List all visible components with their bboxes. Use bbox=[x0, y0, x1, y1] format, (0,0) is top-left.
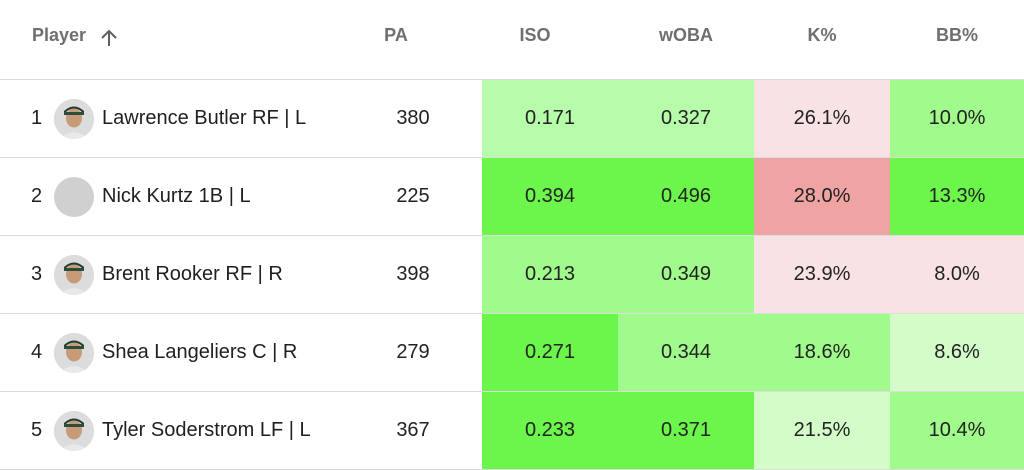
player-cell[interactable]: 2 Nick Kurtz 1B | L bbox=[0, 158, 360, 235]
woba-cell: 0.327 bbox=[618, 80, 754, 157]
bb-pct-cell: 8.6% bbox=[890, 314, 1024, 391]
avatar bbox=[54, 254, 94, 295]
column-header-label: ISO bbox=[519, 24, 551, 45]
column-header-player[interactable]: Player bbox=[32, 0, 120, 70]
player-name[interactable]: Tyler Soderstrom LF | L bbox=[102, 419, 311, 441]
player-name[interactable]: Lawrence Butler RF | L bbox=[102, 107, 307, 129]
avatar bbox=[54, 98, 94, 139]
bb-pct-cell: 10.0% bbox=[890, 80, 1024, 157]
iso-cell: 0.213 bbox=[482, 236, 618, 313]
iso-cell: 0.394 bbox=[482, 158, 618, 235]
player-cell[interactable]: 1 Lawrence Butler RF | L bbox=[0, 80, 360, 157]
column-header-label: Player bbox=[32, 24, 87, 45]
avatar bbox=[54, 332, 94, 373]
iso-cell: 0.171 bbox=[482, 80, 618, 157]
k-pct-cell: 23.9% bbox=[754, 236, 890, 313]
bb-pct-cell: 8.0% bbox=[890, 236, 1024, 313]
player-name[interactable]: Brent Rooker RF | R bbox=[102, 263, 283, 285]
player-name[interactable]: Shea Langeliers C | R bbox=[102, 341, 298, 363]
column-header-woba[interactable]: wOBA bbox=[618, 0, 754, 70]
table-row[interactable]: 2 Nick Kurtz 1B | L 225 0.394 0.496 28.0% 13.3… bbox=[0, 158, 1024, 236]
table-row[interactable]: 5 Tyler Soderstrom LF | L 367 0.233 0.371 21.… bbox=[0, 392, 1024, 470]
bb-pct-cell: 10.4% bbox=[890, 392, 1024, 469]
iso-cell: 0.233 bbox=[482, 392, 618, 469]
rank-number: 3 bbox=[31, 263, 43, 285]
table-row[interactable]: 4 Shea Langeliers C | R 279 0.271 0.344 18.6%… bbox=[0, 314, 1024, 392]
player-cell[interactable]: 3 Brent Rooker RF | R bbox=[0, 236, 360, 313]
woba-cell: 0.349 bbox=[618, 236, 754, 313]
pa-cell: 279 bbox=[396, 341, 430, 363]
woba-cell: 0.496 bbox=[618, 158, 754, 235]
pa-cell: 398 bbox=[396, 263, 430, 285]
player-cell[interactable]: 4 Shea Langeliers C | R bbox=[0, 314, 360, 391]
woba-cell: 0.344 bbox=[618, 314, 754, 391]
column-header-label: BB% bbox=[935, 24, 978, 45]
column-header-iso[interactable]: ISO bbox=[482, 0, 588, 70]
arrow-up-icon[interactable] bbox=[98, 27, 120, 49]
column-header-k-pct[interactable]: K% bbox=[754, 0, 890, 70]
column-header-pa[interactable]: PA bbox=[360, 0, 432, 70]
pa-cell: 380 bbox=[396, 107, 430, 129]
k-pct-cell: 26.1% bbox=[754, 80, 890, 157]
rank-number: 1 bbox=[31, 107, 43, 129]
rank-number: 5 bbox=[31, 419, 43, 441]
table-row[interactable]: 1 Lawrence Butler RF | L 380 0.171 0.327 26.1… bbox=[0, 80, 1024, 158]
player-cell[interactable]: 5 Tyler Soderstrom LF | L bbox=[0, 392, 360, 469]
rank-number: 2 bbox=[31, 185, 43, 207]
woba-cell: 0.371 bbox=[618, 392, 754, 469]
player-name[interactable]: Nick Kurtz 1B | L bbox=[102, 185, 251, 207]
avatar-placeholder bbox=[54, 176, 94, 217]
rank-number: 4 bbox=[31, 341, 43, 363]
avatar bbox=[54, 410, 94, 451]
k-pct-cell: 28.0% bbox=[754, 158, 890, 235]
iso-cell: 0.271 bbox=[482, 314, 618, 391]
column-header-label: wOBA bbox=[659, 24, 713, 45]
k-pct-cell: 18.6% bbox=[754, 314, 890, 391]
pa-cell: 367 bbox=[396, 419, 430, 441]
table-row[interactable]: 3 Brent Rooker RF | R 398 0.213 0.349 23.9% 8.… bbox=[0, 236, 1024, 314]
k-pct-cell: 21.5% bbox=[754, 392, 890, 469]
column-header-label: K% bbox=[807, 24, 837, 45]
column-header-label: PA bbox=[384, 24, 408, 45]
pa-cell: 225 bbox=[396, 185, 430, 207]
bb-pct-cell: 13.3% bbox=[890, 158, 1024, 235]
column-header-bb-pct[interactable]: BB% bbox=[890, 0, 1024, 70]
table-header: Player PA ISO wOBA K% BB% bbox=[0, 0, 1024, 80]
